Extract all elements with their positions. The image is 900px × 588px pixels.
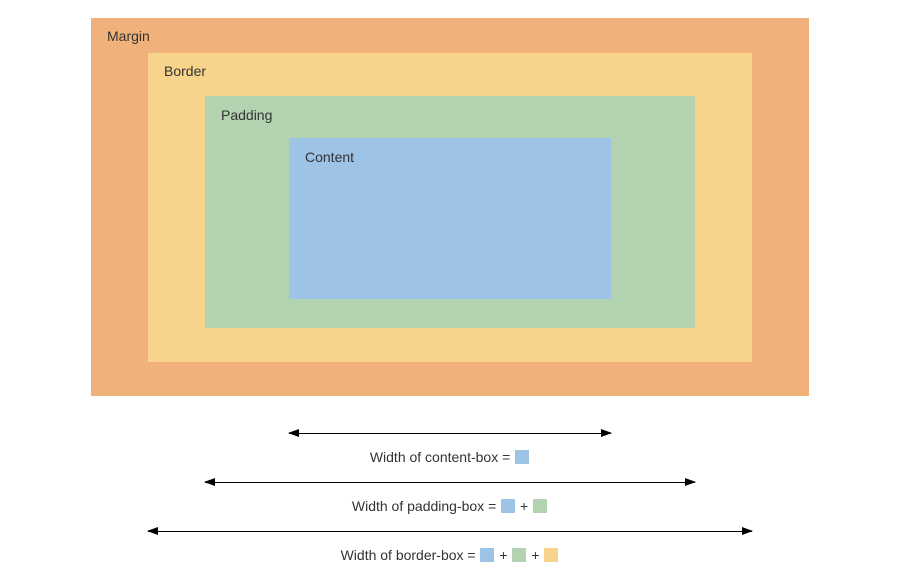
legend-text: Width of border-box = <box>341 547 480 563</box>
swatch-content <box>515 450 529 464</box>
swatch-content <box>480 548 494 562</box>
plus-text: + <box>495 547 511 563</box>
width-arrow-content <box>289 433 611 434</box>
legend-content-box-width: Width of content-box = <box>0 449 900 465</box>
padding-label: Padding <box>221 107 272 123</box>
swatch-padding <box>533 499 547 513</box>
legend-border-box-width: Width of border-box = + + <box>0 547 900 563</box>
legend-padding-box-width: Width of padding-box = + <box>0 498 900 514</box>
width-arrow-padding <box>205 482 695 483</box>
legend-text: Width of content-box = <box>370 449 514 465</box>
swatch-content <box>501 499 515 513</box>
width-arrow-border <box>148 531 752 532</box>
swatch-border <box>544 548 558 562</box>
legend-text: Width of padding-box = <box>352 498 500 514</box>
plus-text: + <box>516 498 532 514</box>
plus-text: + <box>527 547 543 563</box>
border-label: Border <box>164 63 206 79</box>
content-label: Content <box>305 149 354 165</box>
margin-label: Margin <box>107 28 150 44</box>
swatch-padding <box>512 548 526 562</box>
